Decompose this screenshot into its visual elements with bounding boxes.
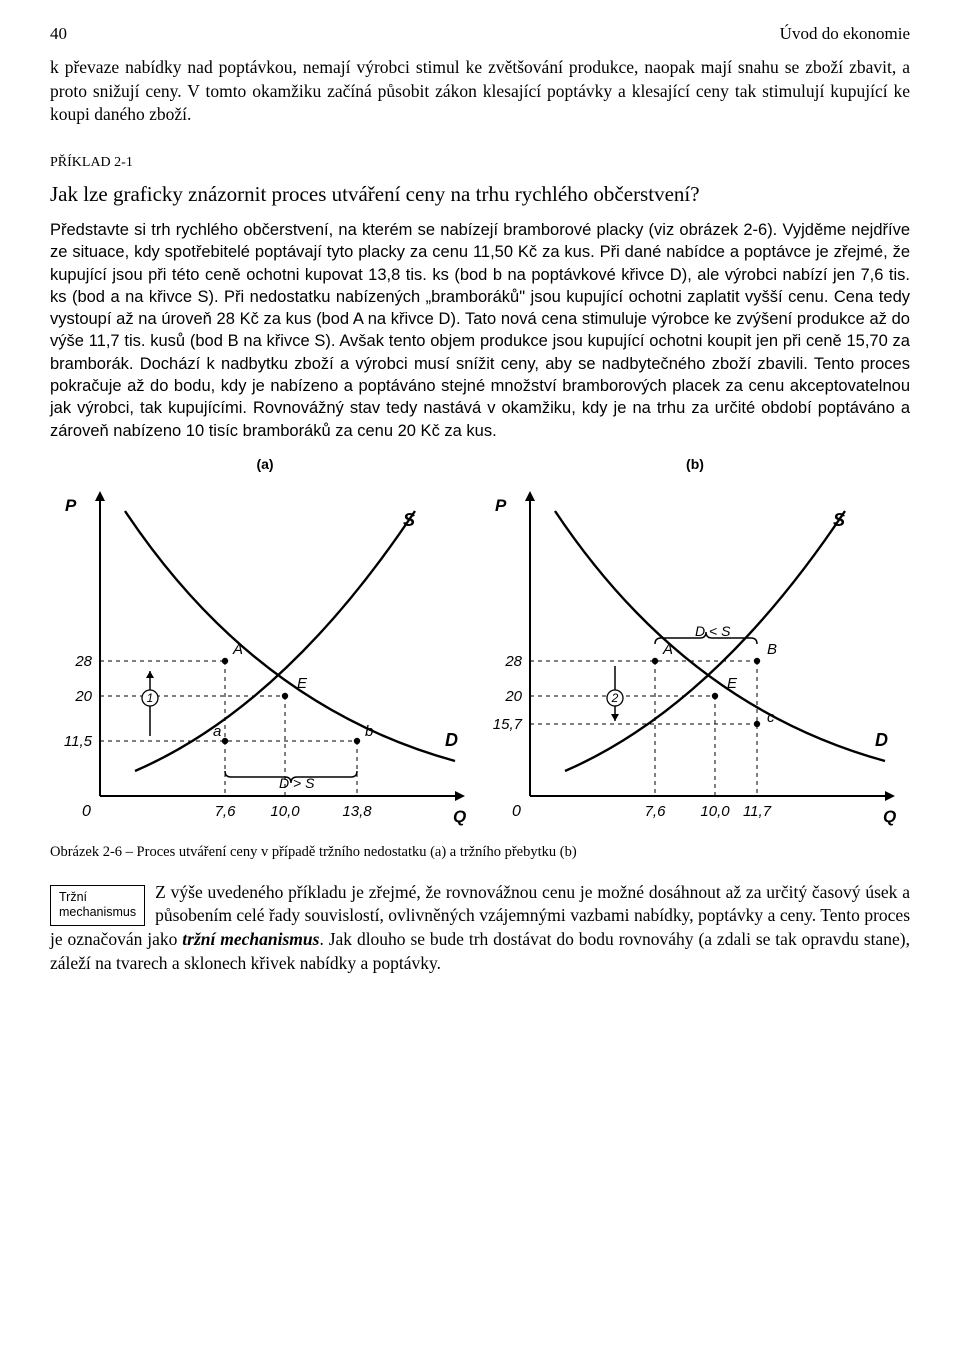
page-header: 40 Úvod do ekonomie xyxy=(50,24,910,44)
svg-text:10,0: 10,0 xyxy=(700,803,730,820)
svg-text:11,5: 11,5 xyxy=(64,733,93,750)
svg-text:E: E xyxy=(727,675,738,692)
svg-text:Q: Q xyxy=(883,807,896,826)
svg-text:a: a xyxy=(213,723,221,740)
svg-text:D < S: D < S xyxy=(695,623,731,639)
svg-text:2: 2 xyxy=(611,691,619,705)
chart-b: P Q 0 S D 28 20 15,7 7,6 10,0 11,7 A B Ec D < S 2 xyxy=(485,476,905,836)
margin-label: Tržnímechanismus xyxy=(59,890,136,920)
svg-text:11,7: 11,7 xyxy=(743,803,772,820)
example-body: Představte si trh rychlého občerstvení, … xyxy=(50,219,910,442)
example-label: PŘÍKLAD 2-1 xyxy=(50,155,910,171)
chart-b-wrap: (b) P Q 0 S D 28 20 15,7 7,6 10,0 11,7 A B Ec D < S 2 xyxy=(485,456,905,836)
closing-term: tržní mechanismus xyxy=(182,929,319,949)
svg-text:7,6: 7,6 xyxy=(645,803,667,820)
intro-paragraph: k převaze nabídky nad poptávkou, nemají … xyxy=(50,56,910,127)
svg-text:20: 20 xyxy=(74,688,92,705)
svg-text:P: P xyxy=(495,496,507,515)
svg-text:A: A xyxy=(232,641,243,658)
svg-text:Q: Q xyxy=(453,807,466,826)
margin-label-box: Tržnímechanismus xyxy=(50,885,145,926)
closing-paragraph: Z výše uvedeného příkladu je zřejmé, že … xyxy=(50,881,910,976)
figure-caption: Obrázek 2-6 – Proces utváření ceny v pří… xyxy=(50,844,910,861)
svg-text:c: c xyxy=(767,709,775,726)
svg-text:A: A xyxy=(662,641,673,658)
charts-row: (a) PQ0SD282011,57,610,013,8AEabD > S1 (… xyxy=(50,456,910,836)
svg-text:E: E xyxy=(297,675,308,692)
svg-text:b: b xyxy=(365,723,373,740)
svg-text:B: B xyxy=(767,641,777,658)
svg-text:28: 28 xyxy=(504,653,522,670)
svg-text:D: D xyxy=(875,730,888,750)
svg-text:15,7: 15,7 xyxy=(493,716,523,733)
page-number: 40 xyxy=(50,24,67,44)
svg-text:S: S xyxy=(833,510,845,530)
chart-a-wrap: (a) P Q 0 S D 28 20 11,5 7,6 10,0 13,8 A Ea b D > S 1 xyxy=(55,456,475,836)
section-title: Úvod do ekonomie xyxy=(780,24,910,44)
svg-text:10,0: 10,0 xyxy=(270,803,300,820)
svg-text:S: S xyxy=(403,510,415,530)
svg-text:20: 20 xyxy=(504,688,522,705)
svg-text:0: 0 xyxy=(82,803,91,820)
svg-text:1: 1 xyxy=(147,691,154,705)
svg-text:28: 28 xyxy=(74,653,92,670)
svg-text:P: P xyxy=(65,496,77,515)
svg-text:7,6: 7,6 xyxy=(215,803,237,820)
chart-a: P Q 0 S D 28 20 11,5 7,6 10,0 13,8 A Ea b D > S 1 xyxy=(55,476,475,836)
chart-a-sublabel: (a) xyxy=(55,456,475,472)
svg-text:D > S: D > S xyxy=(279,775,315,791)
chart-b-sublabel: (b) xyxy=(485,456,905,472)
example-title: Jak lze graficky znázornit proces utváře… xyxy=(50,181,910,207)
svg-text:13,8: 13,8 xyxy=(342,803,372,820)
svg-text:D: D xyxy=(445,730,458,750)
svg-text:0: 0 xyxy=(512,803,521,820)
